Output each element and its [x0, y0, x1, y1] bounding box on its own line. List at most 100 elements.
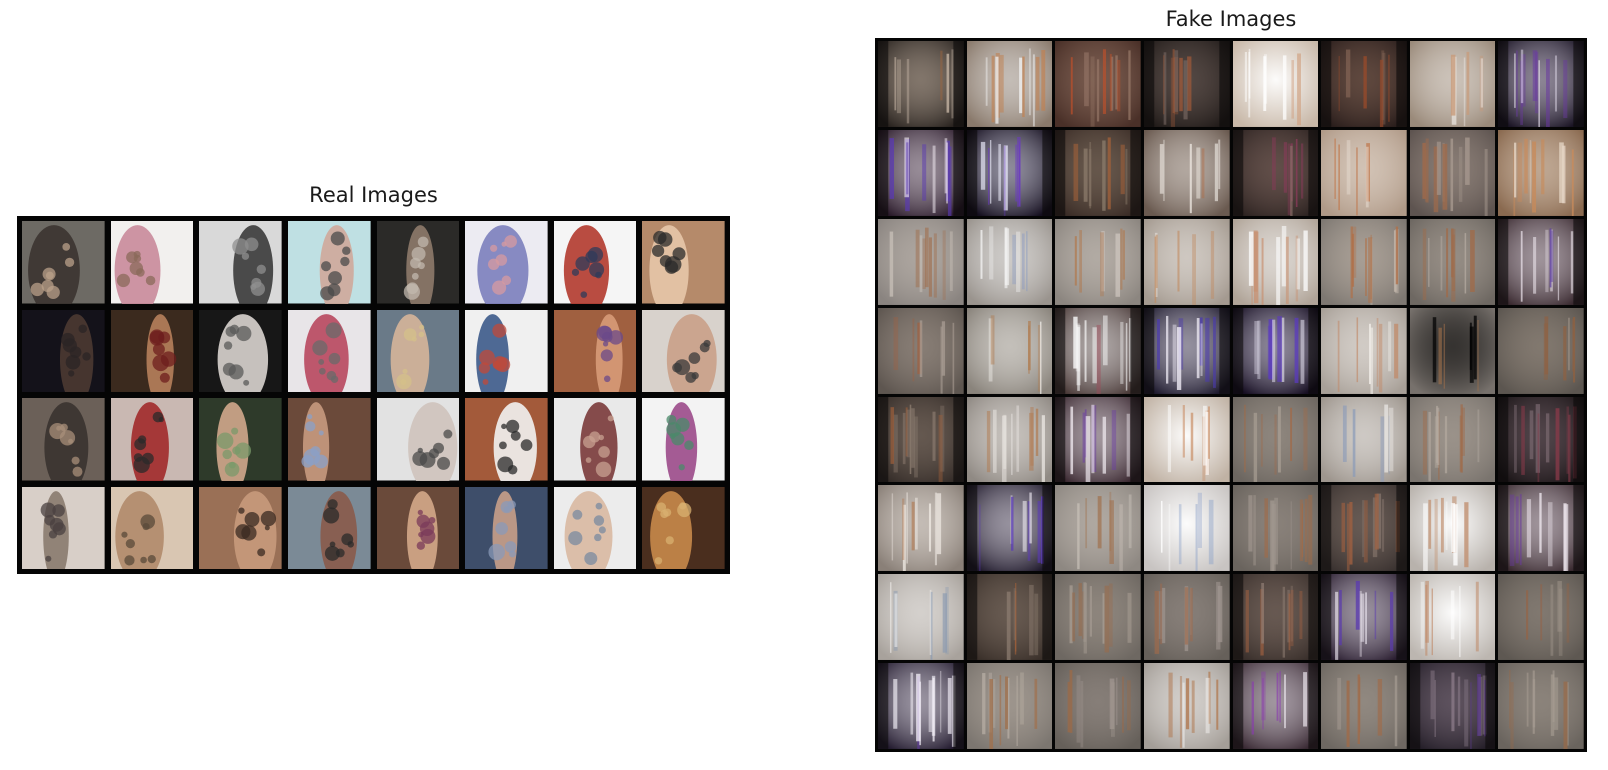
- real-image-thumbnail: [465, 486, 548, 569]
- fake-image-tile: [878, 41, 964, 127]
- real-image-tile: [553, 486, 637, 569]
- real-images-grid: [17, 216, 730, 574]
- fake-image-tile: [1321, 41, 1407, 127]
- real-image-tile: [287, 486, 371, 569]
- fake-image-thumbnail: [1321, 41, 1407, 127]
- real-image-tile: [287, 398, 371, 481]
- fake-image-thumbnail: [878, 396, 964, 483]
- fake-image-thumbnail: [878, 129, 964, 216]
- fake-image-tile: [1143, 574, 1230, 661]
- fake-image-thumbnail: [1321, 218, 1407, 305]
- fake-image-tile: [878, 307, 964, 394]
- fake-image-thumbnail: [966, 307, 1053, 394]
- fake-image-thumbnail: [1055, 396, 1141, 483]
- fake-image-thumbnail: [1055, 574, 1141, 661]
- fake-image-thumbnail: [966, 663, 1053, 749]
- fake-image-thumbnail: [1321, 485, 1407, 572]
- fake-image-tile: [878, 129, 964, 216]
- fake-image-tile: [1232, 41, 1319, 127]
- real-image-tile: [642, 486, 725, 569]
- real-image-tile: [642, 221, 725, 304]
- fake-image-thumbnail: [966, 129, 1053, 216]
- fake-image-thumbnail: [1143, 129, 1230, 216]
- fake-image-thumbnail: [1232, 396, 1319, 483]
- fake-image-thumbnail: [966, 218, 1053, 305]
- fake-image-tile: [878, 663, 964, 749]
- real-image-tile: [199, 221, 282, 304]
- fake-image-tile: [1321, 663, 1407, 749]
- real-image-thumbnail: [22, 309, 105, 392]
- real-image-tile: [553, 398, 637, 481]
- fake-image-thumbnail: [1409, 396, 1496, 483]
- real-image-thumbnail: [287, 309, 371, 392]
- real-image-tile: [110, 221, 194, 304]
- real-image-thumbnail: [642, 309, 725, 392]
- fake-image-tile: [1055, 218, 1141, 305]
- fake-image-tile: [1143, 396, 1230, 483]
- fake-image-tile: [966, 485, 1053, 572]
- fake-image-thumbnail: [1055, 129, 1141, 216]
- fake-image-thumbnail: [878, 574, 964, 661]
- fake-image-tile: [1232, 485, 1319, 572]
- real-image-tile: [465, 398, 548, 481]
- fake-image-tile: [966, 218, 1053, 305]
- fake-image-tile: [1321, 574, 1407, 661]
- fake-image-thumbnail: [1143, 41, 1230, 127]
- fake-image-thumbnail: [1055, 218, 1141, 305]
- real-image-thumbnail: [465, 309, 548, 392]
- fake-image-tile: [1232, 574, 1319, 661]
- fake-image-thumbnail: [1232, 485, 1319, 572]
- real-image-thumbnail: [376, 309, 460, 392]
- fake-image-thumbnail: [1143, 663, 1230, 749]
- fake-image-tile: [966, 41, 1053, 127]
- fake-image-tile: [1498, 129, 1584, 216]
- fake-image-thumbnail: [1321, 129, 1407, 216]
- fake-image-tile: [1143, 485, 1230, 572]
- real-image-thumbnail: [376, 486, 460, 569]
- fake-image-thumbnail: [1055, 485, 1141, 572]
- real-image-thumbnail: [199, 309, 282, 392]
- fake-image-tile: [1055, 396, 1141, 483]
- fake-image-tile: [1409, 485, 1496, 572]
- fake-image-tile: [1409, 129, 1496, 216]
- fake-image-thumbnail: [1498, 129, 1584, 216]
- fake-image-thumbnail: [1498, 218, 1584, 305]
- real-image-thumbnail: [642, 398, 725, 481]
- real-image-tile: [110, 398, 194, 481]
- fake-image-tile: [878, 485, 964, 572]
- real-image-thumbnail: [553, 398, 637, 481]
- fake-image-thumbnail: [1232, 218, 1319, 305]
- fake-images-title: Fake Images: [1165, 7, 1297, 31]
- fake-image-thumbnail: [1409, 41, 1496, 127]
- fake-image-tile: [966, 396, 1053, 483]
- real-image-tile: [642, 309, 725, 392]
- fake-image-tile: [1321, 218, 1407, 305]
- fake-image-thumbnail: [1232, 307, 1319, 394]
- fake-image-thumbnail: [1143, 485, 1230, 572]
- real-image-tile: [22, 221, 105, 304]
- fake-image-tile: [878, 396, 964, 483]
- fake-image-tile: [1143, 129, 1230, 216]
- fake-image-thumbnail: [966, 485, 1053, 572]
- fake-image-thumbnail: [966, 396, 1053, 483]
- fake-image-tile: [1409, 396, 1496, 483]
- real-image-thumbnail: [553, 221, 637, 304]
- fake-image-tile: [1409, 218, 1496, 305]
- real-image-thumbnail: [287, 398, 371, 481]
- fake-image-thumbnail: [1498, 485, 1584, 572]
- real-image-thumbnail: [642, 486, 725, 569]
- real-image-tile: [22, 398, 105, 481]
- fake-image-tile: [1232, 218, 1319, 305]
- real-image-thumbnail: [110, 398, 194, 481]
- fake-image-tile: [966, 129, 1053, 216]
- fake-image-thumbnail: [966, 574, 1053, 661]
- real-image-tile: [376, 309, 460, 392]
- fake-image-tile: [1321, 396, 1407, 483]
- real-image-thumbnail: [376, 398, 460, 481]
- fake-image-thumbnail: [1498, 41, 1584, 127]
- fake-image-thumbnail: [1143, 396, 1230, 483]
- fake-image-tile: [1143, 663, 1230, 749]
- real-image-tile: [465, 309, 548, 392]
- fake-image-thumbnail: [1409, 485, 1496, 572]
- fake-image-tile: [1498, 663, 1584, 749]
